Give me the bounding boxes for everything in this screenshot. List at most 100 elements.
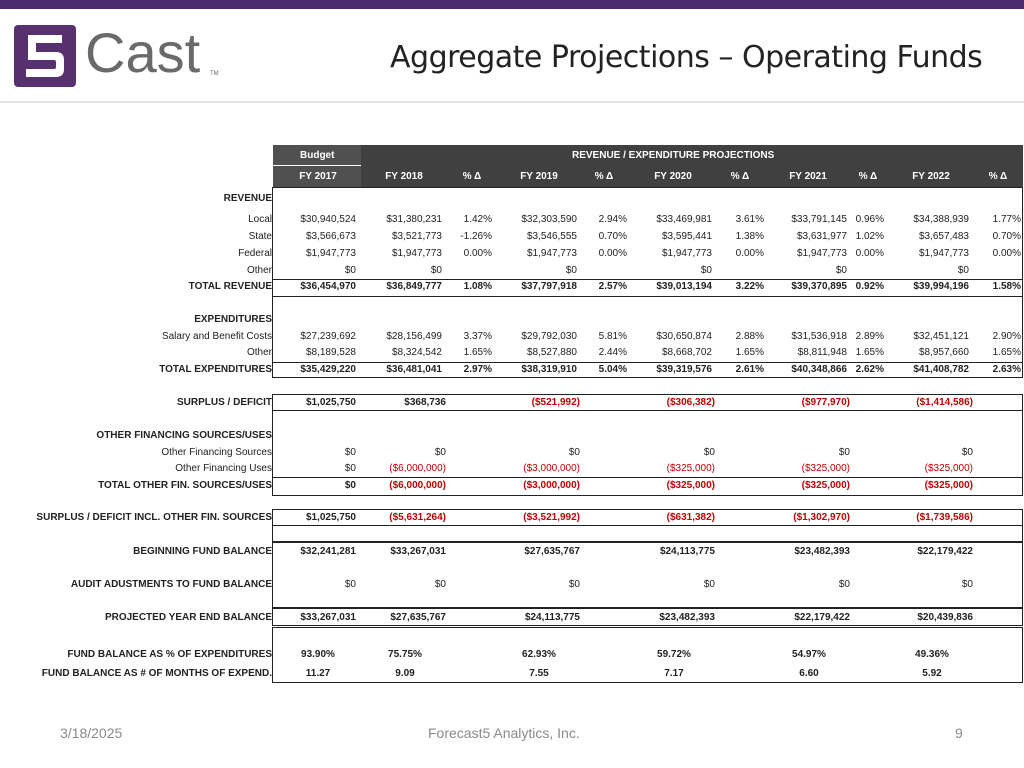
surplus-incl-ofs-value: $1,025,750: [305, 512, 356, 523]
total-revenue-value: $39,370,895: [791, 281, 847, 292]
surplus-incl-ofs-value: ($1,739,586): [916, 512, 973, 523]
total-revenue-value: $36,849,777: [386, 281, 442, 292]
surplus-incl-ofs-value: ($1,302,970): [793, 512, 850, 523]
fund-balance-pct-value: 59.72%: [657, 649, 691, 660]
projected-balance-value: $20,439,836: [917, 612, 973, 623]
expenditure-row-value: 2.88%: [735, 331, 764, 342]
expenditure-row-value: $30,650,874: [656, 331, 712, 342]
total-expenditures-value: 2.97%: [463, 364, 492, 375]
total-revenue-rule: [272, 279, 1023, 280]
projected-balance-value: $23,482,393: [659, 612, 715, 623]
fund-balance-months-value: 7.55: [529, 668, 549, 679]
column-header: FY 2021: [789, 171, 827, 182]
fund-balance-months-value: 5.92: [922, 668, 942, 679]
revenue-row-value: 2.94%: [598, 214, 627, 225]
revenue-row-value: 0.70%: [598, 231, 627, 242]
beginning-balance-value: $24,113,775: [659, 546, 715, 557]
total-revenue-value: $36,454,970: [300, 281, 356, 292]
column-header: % Δ: [462, 171, 482, 182]
revenue-row-label: State: [248, 231, 272, 242]
fund-balance-metrics-box: [272, 627, 1023, 683]
revenue-row-value: $3,657,483: [918, 231, 969, 242]
audit-adjustments-label: AUDIT ADUSTMENTS TO FUND BALANCE: [70, 579, 272, 590]
expenditure-row-value: $8,668,702: [661, 347, 712, 358]
column-header: % Δ: [594, 171, 614, 182]
revenue-row-value: $3,631,977: [796, 231, 847, 242]
ofs-sources-value: $0: [961, 447, 973, 458]
total-revenue-value: 0.92%: [855, 281, 884, 292]
revenue-row-label: Local: [248, 214, 272, 225]
total-revenue-value: $37,797,918: [521, 281, 577, 292]
revenue-row-value: $33,469,981: [656, 214, 712, 225]
expenditure-row-value: $8,189,528: [305, 347, 356, 358]
ofs-uses-value: ($3,000,000): [523, 463, 580, 474]
projected-balance-value: $27,635,767: [390, 612, 446, 623]
other-financing-box: [272, 410, 1023, 496]
total-expenditures-value: $35,429,220: [300, 364, 356, 375]
ofs-total-value: ($3,000,000): [523, 480, 580, 491]
header-divider-line: [273, 165, 361, 166]
ofs-heading: OTHER FINANCING SOURCES/USES: [96, 430, 272, 441]
surplus-incl-ofs-value: ($3,521,992): [523, 512, 580, 523]
total-expenditures-value: 2.61%: [735, 364, 764, 375]
fund-balance-pct-value: 49.36%: [915, 649, 949, 660]
expenditure-row-value: $31,536,918: [791, 331, 847, 342]
ofs-total-value: ($6,000,000): [389, 480, 446, 491]
ofs-uses-value: ($6,000,000): [389, 463, 446, 474]
expenditures-section-box: [272, 296, 1023, 378]
expenditure-row-value: 5.81%: [598, 331, 627, 342]
total-revenue-value: $39,013,194: [656, 281, 712, 292]
revenue-row-value: $31,380,231: [386, 214, 442, 225]
revenue-row-value: $3,546,555: [526, 231, 577, 242]
surplus-deficit-value: $1,025,750: [305, 397, 356, 408]
surplus-incl-ofs-value: ($631,382): [666, 512, 715, 523]
ofs-total-value: ($325,000): [801, 480, 850, 491]
revenue-row-value: 0.00%: [855, 248, 884, 259]
total-revenue-value: 3.22%: [735, 281, 764, 292]
ofs-uses-value: ($325,000): [801, 463, 850, 474]
surplus-deficit-value: $368,736: [404, 397, 446, 408]
beginning-balance-value: $23,482,393: [794, 546, 850, 557]
expenditure-row-value: 2.90%: [992, 331, 1021, 342]
logo-trademark: TM: [210, 71, 219, 77]
revenue-row-value: 3.61%: [735, 214, 764, 225]
expenditure-row-value: 3.37%: [463, 331, 492, 342]
column-header: FY 2017: [299, 171, 337, 182]
revenue-row-value: $1,947,773: [918, 248, 969, 259]
fund-balance-months-value: 9.09: [395, 668, 415, 679]
total-expenditures-label: TOTAL EXPENDITURES: [159, 364, 272, 375]
total-expenditures-rule: [272, 362, 1023, 363]
ofs-total-label: TOTAL OTHER FIN. SOURCES/USES: [98, 480, 272, 491]
fund-balance-months-value: 11.27: [305, 668, 331, 679]
expenditure-row-value: $28,156,499: [386, 331, 442, 342]
audit-adjustments-value: $0: [961, 579, 973, 590]
total-ofs-rule: [272, 477, 1023, 478]
revenue-row-value: $1,947,773: [661, 248, 712, 259]
column-header: FY 2020: [654, 171, 692, 182]
expenditure-row-value: $27,239,692: [300, 331, 356, 342]
revenue-row-label: Other: [246, 265, 272, 276]
surplus-deficit-label: SURPLUS / DEFICIT: [176, 397, 272, 408]
header-divider: [0, 101, 1024, 103]
surplus-deficit-value: ($306,382): [666, 397, 715, 408]
fund-balance-pct-value: 75.75%: [388, 649, 422, 660]
fund-balance-pct-value: 62.93%: [522, 649, 556, 660]
total-revenue-value: $39,994,196: [913, 281, 969, 292]
audit-adjustment-box: [272, 542, 1023, 608]
forecast5-logo: Cast TM: [14, 21, 224, 87]
header-projections-label: REVENUE / EXPENDITURE PROJECTIONS: [572, 150, 775, 161]
expenditure-row-value: $8,957,660: [918, 347, 969, 358]
column-header: FY 2019: [520, 171, 558, 182]
top-accent-bar: [0, 0, 1024, 9]
total-expenditures-value: $40,348,866: [791, 364, 847, 375]
fund-balance-pct-value: 54.97%: [792, 649, 826, 660]
header-budget-label: Budget: [300, 150, 335, 161]
five-logo-icon: [14, 25, 76, 87]
fund-balance-pct-label: FUND BALANCE AS % OF EXPENDITURES: [67, 649, 272, 660]
total-expenditures-value: $36,481,041: [386, 364, 442, 375]
total-expenditures-value: $41,408,782: [913, 364, 969, 375]
beginning-balance-label: BEGINNING FUND BALANCE: [133, 546, 272, 557]
expenditure-row-value: $8,324,542: [391, 347, 442, 358]
revenue-row-value: $0: [957, 265, 969, 276]
